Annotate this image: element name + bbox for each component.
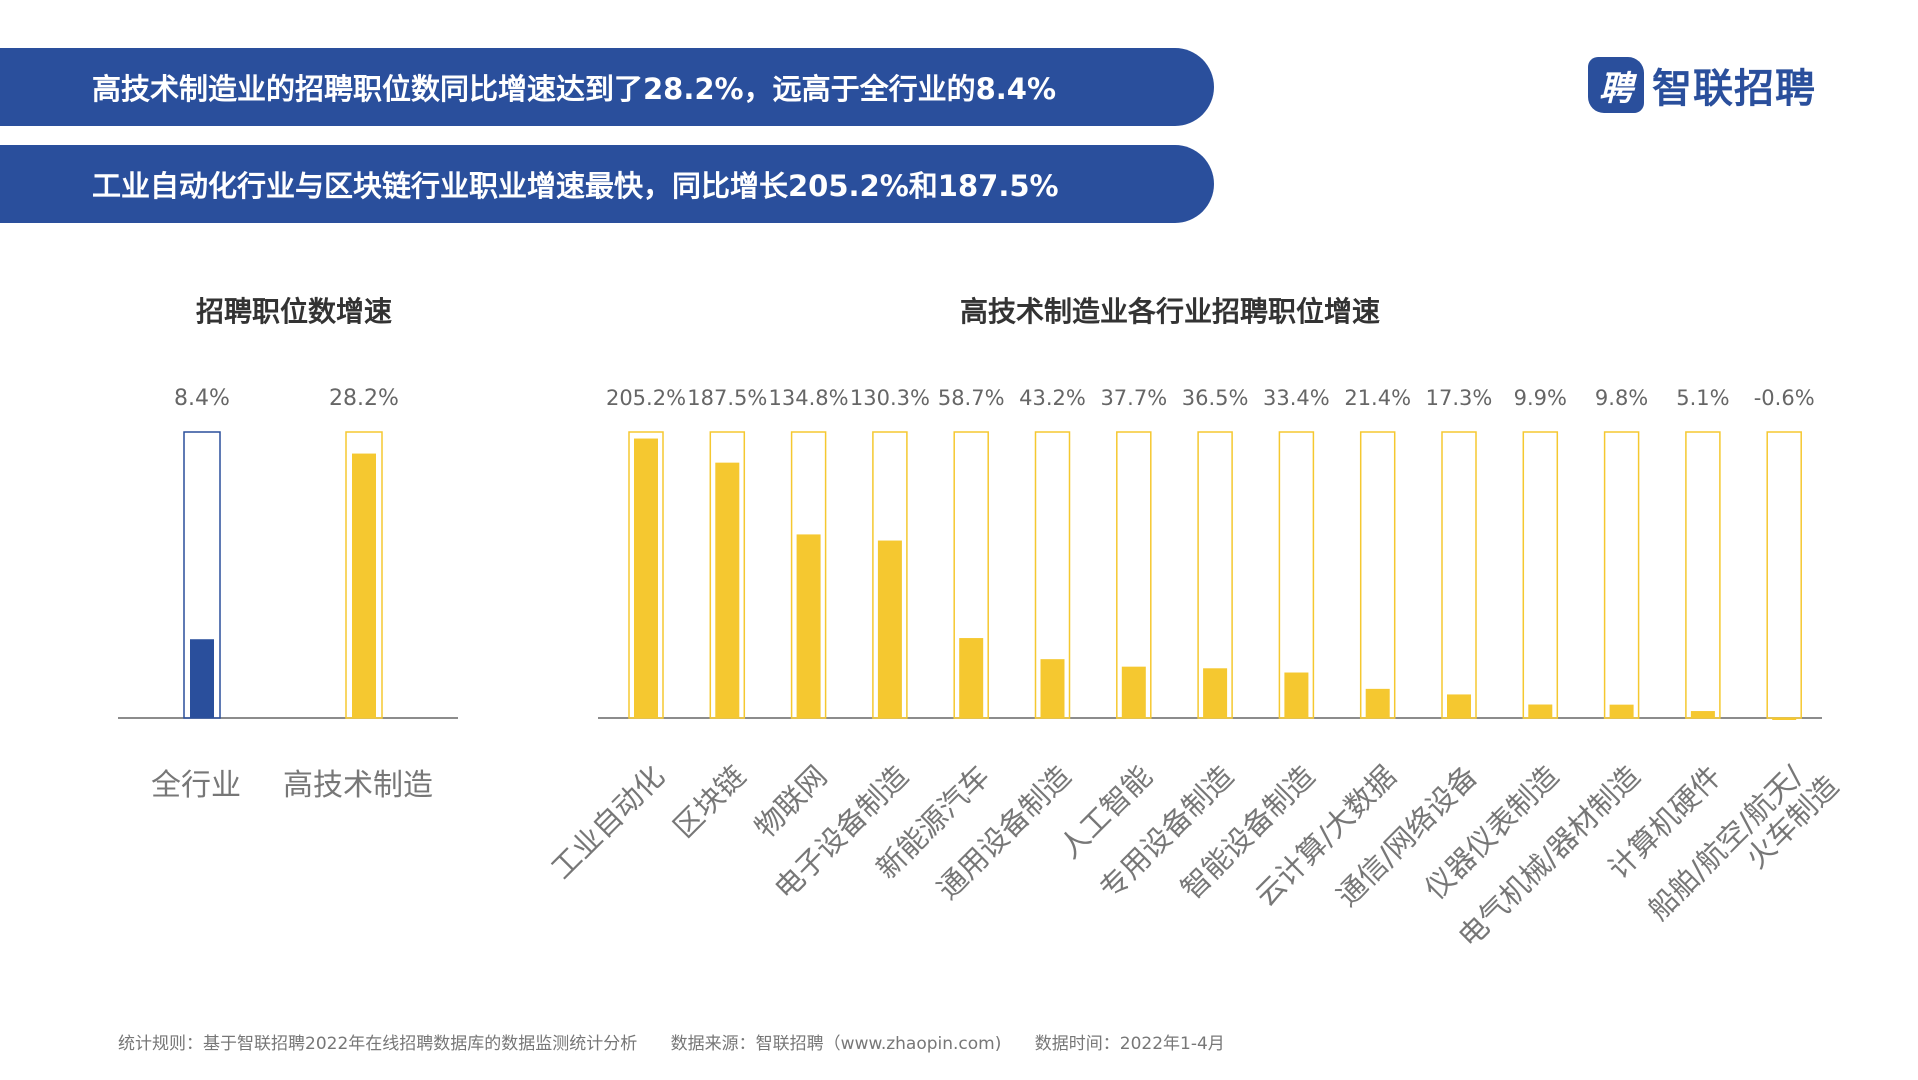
data-label-industry-1: 187.5% [687,386,767,410]
footer-source: 数据来源：智联招聘（www.zhaopin.com) [670,1034,1002,1054]
bar-frame-industry-13 [1685,431,1721,719]
data-label-industry-10: 17.3% [1426,386,1493,410]
logo-text: 智联招聘 [1652,66,1816,112]
bar-frame-industry-10 [1441,431,1477,719]
bar-overall-1 [352,453,376,718]
bar-frame-industry-14 [1766,431,1802,719]
category-label-overall-0: 全行业 [151,768,241,803]
bar-industry-13 [1690,711,1715,718]
data-label-industry-4: 58.7% [938,386,1005,410]
bar-industry-5 [1040,659,1065,718]
bar-industry-1 [715,462,740,718]
category-label-industry-0: 工业自动化 [544,759,671,886]
bar-frame-industry-12 [1603,431,1640,719]
bar-industry-7 [1203,668,1228,718]
bar-industry-4 [959,638,984,718]
bar-overall-0 [190,639,214,718]
data-label-industry-0: 205.2% [606,386,686,410]
data-label-overall-1: 28.2% [329,386,399,411]
data-label-industry-11: 9.9% [1514,386,1567,410]
data-label-industry-2: 134.8% [769,386,849,410]
data-label-industry-5: 43.2% [1019,386,1086,410]
category-label-overall-1: 高技术制造 [283,768,433,803]
bar-industry-14 [1772,718,1797,720]
category-label-industry-1: 区块链 [667,759,753,845]
data-label-overall-0: 8.4% [174,386,230,411]
chart-title-industries: 高技术制造业各行业招聘职位增速 [960,295,1381,328]
footer-notes: 统计规则：基于智联招聘2022年在线招聘数据库的数据监测统计分析 数据来源：智联… [118,1029,1253,1054]
headline-banner-2: 工业自动化行业与区块链行业职业增速最快，同比增长205.2%和187.5% [0,145,1214,223]
bar-frame-industry-9 [1359,431,1396,719]
bar-industry-6 [1121,666,1146,718]
data-label-industry-6: 37.7% [1100,386,1167,410]
headline-banner-1: 高技术制造业的招聘职位数同比增速达到了28.2%，远高于全行业的8.4% [0,48,1214,126]
data-label-industry-13: 5.1% [1676,386,1729,410]
data-label-industry-9: 21.4% [1344,386,1411,410]
bar-industry-8 [1284,672,1309,718]
data-label-industry-12: 9.8% [1595,386,1648,410]
bar-industry-11 [1528,704,1553,718]
bar-industry-2 [796,534,821,718]
footer-rule: 统计规则：基于智联招聘2022年在线招聘数据库的数据监测统计分析 [118,1034,638,1054]
bar-industry-0 [634,438,658,718]
zhaopin-logo: 聘 智联招聘 [1588,56,1816,114]
bar-industry-10 [1447,694,1471,718]
bar-frame-industry-11 [1522,431,1559,719]
data-label-industry-3: 130.3% [850,386,930,410]
data-label-industry-14: -0.6% [1754,386,1815,410]
chart-title-overall: 招聘职位数增速 [196,295,393,328]
headline-2: 工业自动化行业与区块链行业职业增速最快，同比增长205.2%和187.5% [92,169,1059,203]
bar-industry-9 [1365,688,1390,718]
category-label-industry-9: 云计算/大数据 [1249,759,1403,913]
headline-1: 高技术制造业的招聘职位数同比增速达到了28.2%，远高于全行业的8.4% [92,72,1057,106]
bar-industry-3 [877,540,902,718]
logo-icon: 聘 [1588,57,1644,113]
category-label-industry-10: 通信/网络设备 [1330,759,1484,913]
bar-industry-12 [1609,704,1634,718]
data-label-industry-7: 36.5% [1182,386,1249,410]
footer-time: 数据时间：2022年1-4月 [1034,1034,1225,1054]
data-label-industry-8: 33.4% [1263,386,1330,410]
